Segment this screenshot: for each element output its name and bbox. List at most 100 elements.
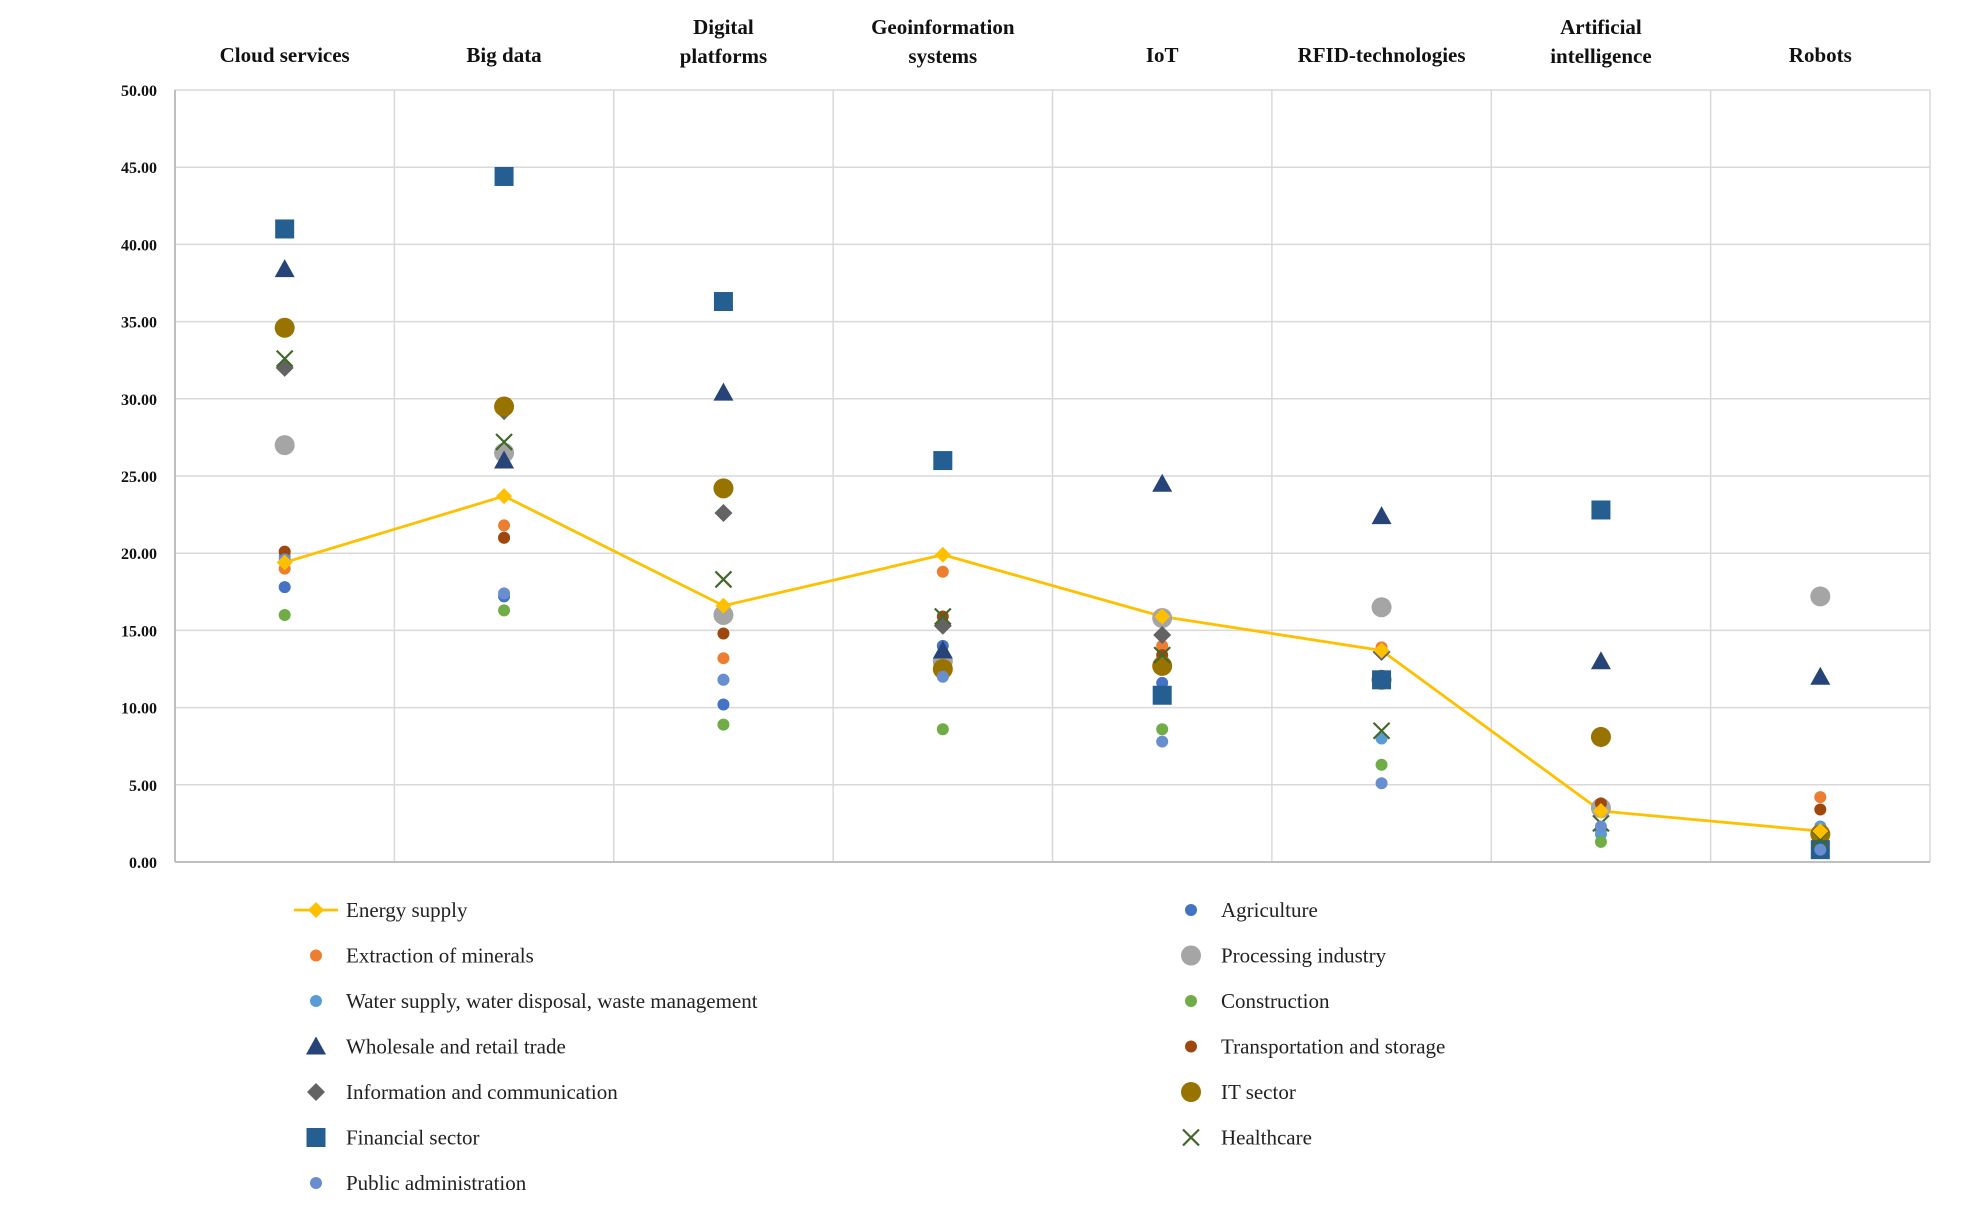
point-extraction-of-minerals xyxy=(936,565,949,578)
y-tick-label: 35.00 xyxy=(121,315,157,332)
point-financial-sector xyxy=(713,292,733,312)
point-healthcare xyxy=(495,433,513,451)
legend-marker xyxy=(308,902,324,918)
point-processing-industry xyxy=(1371,597,1392,618)
legend: Energy supply Extraction of minerals Water… xyxy=(294,898,1445,1195)
point-extraction-of-minerals xyxy=(498,519,511,532)
point-it-sector xyxy=(1152,655,1173,676)
point-wholesale-and-retail-trade xyxy=(713,382,734,401)
legend-item-information-and-communication: Information and communication xyxy=(307,1080,618,1104)
category-label-cloud-services: Cloud services xyxy=(220,43,350,67)
point-agriculture xyxy=(717,698,730,711)
series-wholesale-and-retail-trade xyxy=(274,259,1831,685)
point-processing-industry xyxy=(1810,586,1831,607)
point-energy-supply xyxy=(1154,608,1171,625)
series-layer xyxy=(274,166,1831,860)
point-energy-supply xyxy=(1812,823,1829,840)
point-financial-sector xyxy=(1591,500,1611,520)
legend-label: Financial sector xyxy=(346,1126,480,1150)
legend-item-healthcare: Healthcare xyxy=(1182,1126,1312,1150)
point-financial-sector xyxy=(933,451,953,471)
point-it-sector xyxy=(713,478,734,499)
point-financial-sector xyxy=(494,166,514,186)
point-extraction-of-minerals xyxy=(1156,639,1169,652)
legend-label: Construction xyxy=(1221,989,1330,1013)
legend-label: Information and communication xyxy=(346,1080,618,1104)
series-public-administration xyxy=(278,553,1827,856)
legend-marker xyxy=(310,995,322,1007)
y-axis-ticks: 0.00 5.00 10.00 15.00 20.00 25.00 30.00 35.00 40… xyxy=(121,83,157,872)
point-transportation-and-storage xyxy=(717,627,730,640)
point-information-and-communication xyxy=(714,504,733,523)
point-it-sector xyxy=(274,317,295,338)
point-public-administration xyxy=(1814,843,1827,856)
legend-marker xyxy=(1182,1128,1200,1147)
point-agriculture xyxy=(278,581,291,594)
y-tick-label: 30.00 xyxy=(121,392,157,409)
point-construction xyxy=(936,723,949,736)
point-public-administration xyxy=(717,673,730,686)
legend-label: Wholesale and retail trade xyxy=(346,1035,566,1059)
series-energy-supply xyxy=(276,488,1829,840)
category-label-digital-platforms: Digital platforms xyxy=(680,15,768,68)
point-healthcare xyxy=(275,349,294,368)
legend-item-construction: Construction xyxy=(1185,989,1330,1013)
category-label-geoinformation-systems: Geoinformation systems xyxy=(871,15,1015,68)
point-processing-industry xyxy=(274,435,295,456)
point-energy-supply xyxy=(276,554,293,571)
legend-item-energy-supply: Energy supply xyxy=(294,898,468,922)
category-label-robots: Robots xyxy=(1789,43,1852,67)
point-energy-supply xyxy=(1592,803,1609,820)
point-public-administration xyxy=(1594,820,1607,833)
legend-item-processing-industry: Processing industry xyxy=(1181,944,1387,968)
legend-marker xyxy=(306,1036,326,1055)
point-it-sector xyxy=(494,396,515,417)
point-public-administration xyxy=(936,670,949,683)
y-tick-label: 40.00 xyxy=(121,237,157,254)
y-tick-label: 45.00 xyxy=(121,160,157,177)
point-wholesale-and-retail-trade xyxy=(1371,506,1392,525)
legend-item-extraction-of-minerals: Extraction of minerals xyxy=(310,944,534,968)
point-information-and-communication xyxy=(933,616,952,635)
point-financial-sector xyxy=(1372,670,1392,690)
category-labels: Cloud services Big data Digital platforms Ge… xyxy=(220,15,1852,68)
legend-label: Energy supply xyxy=(346,898,468,922)
legend-marker xyxy=(1185,995,1197,1007)
legend-item-wholesale-and-retail-trade: Wholesale and retail trade xyxy=(306,1035,566,1059)
legend-item-agriculture: Agriculture xyxy=(1185,898,1318,922)
y-tick-label: 10.00 xyxy=(121,701,157,718)
point-public-administration xyxy=(1375,777,1388,790)
y-tick-label: 25.00 xyxy=(121,469,157,486)
legend-marker xyxy=(1185,904,1197,916)
legend-marker xyxy=(307,1083,325,1101)
point-energy-supply xyxy=(715,597,732,614)
legend-item-water-supply-water-disposal-waste-management: Water supply, water disposal, waste mana… xyxy=(310,989,758,1013)
legend-marker xyxy=(310,949,322,962)
point-it-sector xyxy=(1590,726,1611,747)
point-healthcare xyxy=(934,607,952,626)
point-wholesale-and-retail-trade xyxy=(1590,651,1611,670)
legend-label: Water supply, water disposal, waste mana… xyxy=(346,989,758,1013)
point-wholesale-and-retail-trade xyxy=(1810,666,1831,685)
point-wholesale-and-retail-trade xyxy=(274,259,295,278)
point-extraction-of-minerals xyxy=(717,652,730,665)
legend-item-financial-sector: Financial sector xyxy=(306,1126,480,1150)
point-healthcare xyxy=(1153,646,1171,664)
legend-marker xyxy=(306,1128,326,1147)
legend-marker xyxy=(1185,1040,1197,1053)
legend-item-public-administration: Public administration xyxy=(310,1171,527,1195)
series-financial-sector xyxy=(275,166,1830,860)
point-healthcare xyxy=(1372,721,1391,740)
y-tick-label: 20.00 xyxy=(121,546,157,563)
legend-label: Extraction of minerals xyxy=(346,944,534,968)
point-construction xyxy=(278,608,291,621)
point-construction xyxy=(498,604,511,617)
point-public-administration xyxy=(1156,735,1169,748)
legend-item-transportation-and-storage: Transportation and storage xyxy=(1185,1035,1445,1059)
point-wholesale-and-retail-trade xyxy=(1152,473,1173,492)
category-label-artificial-intelligence: Artificial intelligence xyxy=(1550,15,1651,68)
y-tick-label: 15.00 xyxy=(121,623,157,640)
legend-item-it-sector: IT sector xyxy=(1181,1080,1296,1104)
